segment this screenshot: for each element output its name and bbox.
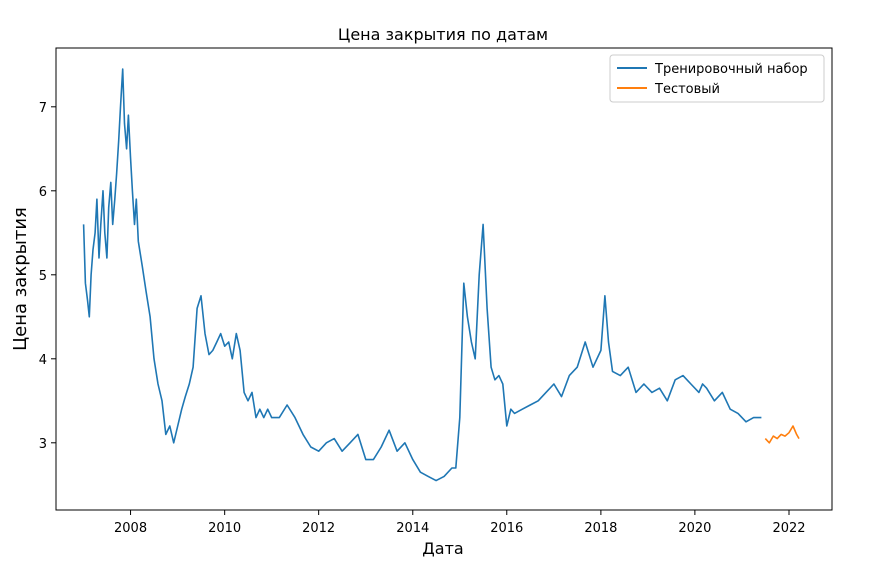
series-line-1 — [764, 425, 800, 444]
x-axis: 2008 2010 2012 2014 2016 2018 2020 2022 — [114, 510, 806, 536]
y-tick-label: 5 — [39, 269, 47, 284]
x-tick-label: 2010 — [208, 521, 241, 536]
legend-label-test: Тестовый — [654, 82, 720, 97]
y-tick-label: 7 — [39, 101, 47, 116]
plot-frame — [55, 47, 833, 511]
x-tick-label: 2012 — [302, 521, 335, 536]
y-tick-label: 4 — [39, 353, 47, 368]
y-tick-label: 6 — [39, 185, 47, 200]
x-tick-label: 2018 — [584, 521, 617, 536]
x-tick-label: 2022 — [772, 521, 805, 536]
series-line-0 — [82, 68, 762, 482]
chart-title: Цена закрытия по датам — [338, 25, 548, 44]
x-tick-label: 2020 — [678, 521, 711, 536]
x-tick-label: 2008 — [114, 521, 147, 536]
legend: Тренировочный набор Тестовый — [609, 54, 825, 103]
legend-box — [609, 54, 825, 103]
x-axis-label: Дата — [422, 539, 463, 558]
legend-label-train: Тренировочный набор — [654, 62, 808, 77]
x-tick-label: 2014 — [396, 521, 429, 536]
y-axis: 3 4 5 6 7 — [39, 101, 56, 452]
x-tick-label: 2016 — [490, 521, 523, 536]
plot-area — [82, 68, 800, 482]
y-axis-label: Цена закрытия — [10, 207, 31, 351]
y-tick-label: 3 — [39, 437, 47, 452]
